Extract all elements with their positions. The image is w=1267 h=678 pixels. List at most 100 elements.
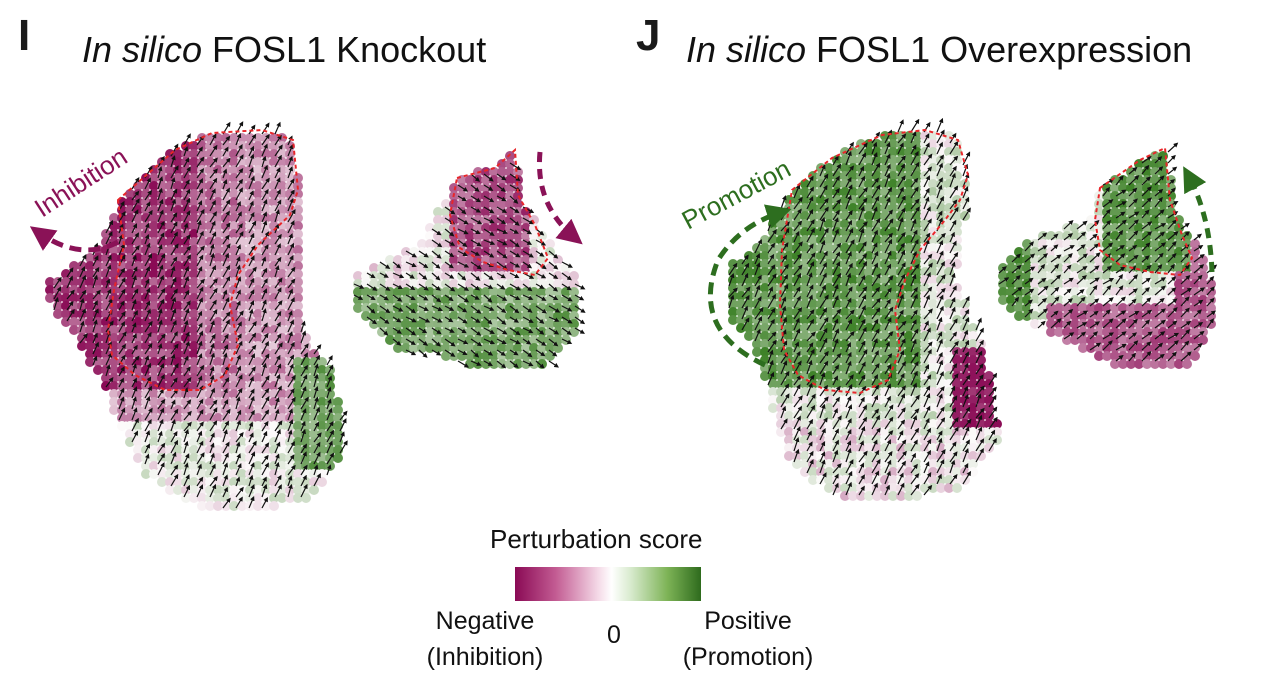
- cell-dot: [189, 349, 199, 359]
- cell-dot: [205, 501, 215, 511]
- cell-dot: [213, 429, 223, 439]
- cell-dot: [181, 349, 191, 359]
- cell-dot: [109, 333, 119, 343]
- cell-dot: [181, 445, 191, 455]
- cell-dot: [61, 293, 71, 303]
- cell-dot: [213, 317, 223, 327]
- cell-dot: [553, 343, 563, 353]
- cell-dot: [189, 477, 199, 487]
- cell-dot: [141, 469, 151, 479]
- inhibition-label: Inhibition: [29, 141, 133, 223]
- cell-dot: [149, 245, 159, 255]
- cell-dot: [1182, 359, 1192, 369]
- cell-dot: [189, 301, 199, 311]
- cell-dot: [149, 349, 159, 359]
- cell-dot: [205, 421, 215, 431]
- panel-title-j: In silico FOSL1 Overexpression: [686, 32, 1192, 68]
- legend-positive-sub: (Promotion): [682, 643, 814, 672]
- cell-dot: [569, 327, 579, 337]
- cell-dot: [125, 421, 135, 431]
- cell-dot: [333, 453, 343, 463]
- cell-dot: [61, 269, 71, 279]
- cell-dot: [189, 445, 199, 455]
- cell-dot: [189, 357, 199, 367]
- cell-dot: [165, 461, 175, 471]
- cell-dot: [125, 205, 135, 215]
- cell-dot: [85, 261, 95, 271]
- cell-dot: [149, 453, 159, 463]
- cell-dot: [173, 173, 183, 183]
- cell-dot: [189, 229, 199, 239]
- cell-dot: [205, 405, 215, 415]
- velocity-arrow: [261, 122, 270, 135]
- velocity-arrow: [1167, 154, 1176, 164]
- cell-dot: [165, 405, 175, 415]
- cell-dot: [189, 429, 199, 439]
- panel-title-i-rest: FOSL1 Knockout: [202, 29, 487, 70]
- cell-dot: [149, 261, 159, 271]
- cell-dot: [149, 429, 159, 439]
- cell-dot: [197, 389, 207, 399]
- cell-dot: [173, 381, 183, 391]
- cell-dot: [149, 221, 159, 231]
- cell-dot: [545, 351, 555, 361]
- cell-dot: [181, 381, 191, 391]
- cell-dot: [309, 485, 319, 495]
- panel-title-j-rest: FOSL1 Overexpression: [806, 29, 1193, 70]
- cell-dot: [85, 285, 95, 295]
- cell-dot: [117, 381, 127, 391]
- legend-title: Perturbation score: [490, 524, 703, 554]
- cell-dot: [125, 221, 135, 231]
- cell-dot: [125, 341, 135, 351]
- cell-dot: [205, 493, 215, 503]
- cell-dot: [189, 341, 199, 351]
- panel-title-i-italic: In silico: [82, 29, 203, 70]
- cell-dot: [189, 333, 199, 343]
- cell-dot: [109, 397, 119, 407]
- cell-dot: [213, 501, 223, 511]
- cell-dot: [149, 461, 159, 471]
- cell-dot: [69, 325, 79, 335]
- cell-dot: [189, 277, 199, 287]
- cell-dot: [109, 381, 119, 391]
- cell-dot: [189, 197, 199, 207]
- legend-zero: 0: [607, 621, 621, 649]
- cell-dot: [149, 357, 159, 367]
- cell-dot: [85, 293, 95, 303]
- cell-dot: [85, 357, 95, 367]
- cell-dot: [149, 373, 159, 383]
- cell-dot: [189, 213, 199, 223]
- cell-dot: [213, 493, 223, 503]
- cell-dot: [189, 237, 199, 247]
- cell-dot: [205, 285, 215, 295]
- cell-dot: [133, 445, 143, 455]
- cell-dot: [189, 469, 199, 479]
- cell-dot: [133, 453, 143, 463]
- cell-dot: [149, 181, 159, 191]
- cell-dot: [69, 293, 79, 303]
- cell-dot: [189, 149, 199, 159]
- cell-dot: [189, 397, 199, 407]
- cell-dot: [205, 397, 215, 407]
- cell-dot: [968, 467, 978, 477]
- inhibition-arrow-right: [536, 151, 583, 245]
- cell-dot: [149, 437, 159, 447]
- cell-dot: [165, 469, 175, 479]
- cell-dot: [197, 469, 207, 479]
- cell-dot: [213, 453, 223, 463]
- cell-dot: [173, 349, 183, 359]
- cell-dot: [77, 341, 87, 351]
- cell-dot: [205, 165, 215, 175]
- cell-dot: [85, 309, 95, 319]
- cell-dot: [85, 277, 95, 287]
- velocity-arrow: [1167, 166, 1178, 175]
- cell-dot: [149, 469, 159, 479]
- cell-dot: [85, 325, 95, 335]
- cell-dot: [165, 429, 175, 439]
- cell-dot: [213, 389, 223, 399]
- cell-dot: [85, 349, 95, 359]
- cell-dot: [189, 205, 199, 215]
- cell-dot: [109, 261, 119, 271]
- cell-dot: [117, 413, 127, 423]
